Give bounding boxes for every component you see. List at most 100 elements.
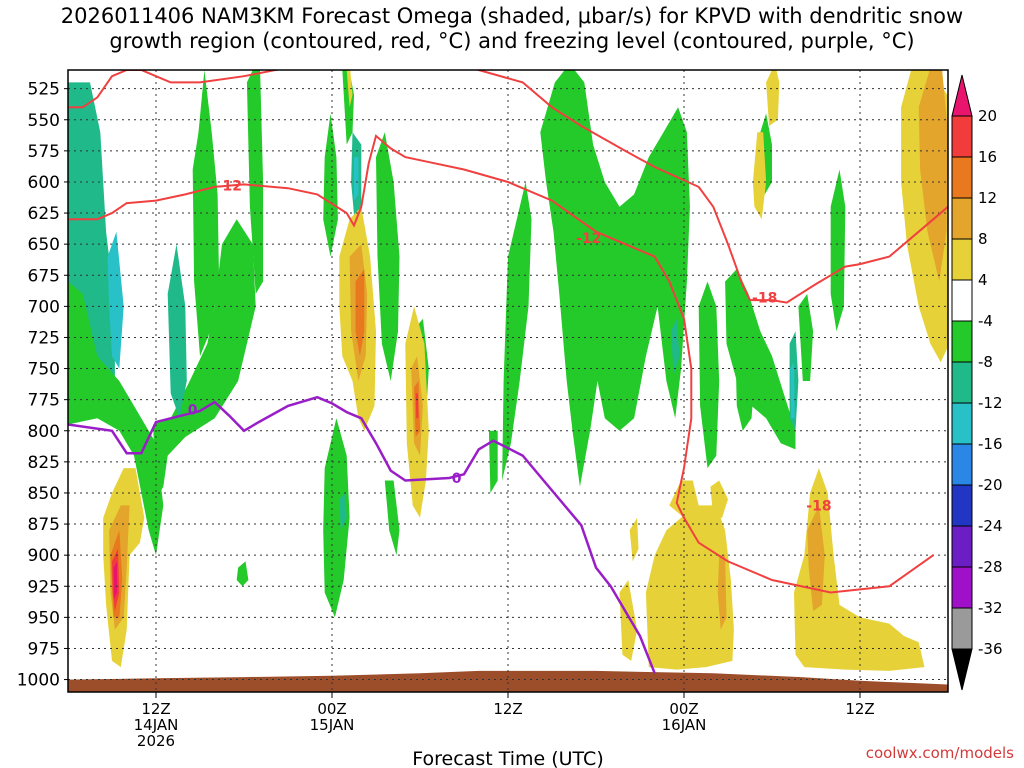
omega-region	[735, 331, 755, 431]
x-tick-label: 14JAN	[134, 716, 179, 734]
omega-region	[830, 169, 846, 332]
y-tick-label: 875	[28, 515, 60, 535]
colorbar-label: 8	[978, 230, 988, 248]
contour-label: -18	[752, 291, 777, 307]
credit-text[interactable]: coolwx.com/models	[865, 744, 1014, 762]
dgz-contour-line	[68, 134, 934, 594]
omega-region	[236, 561, 249, 587]
y-tick-label: 975	[28, 639, 60, 659]
colorbar-cell	[951, 525, 973, 568]
colorbar-label: 12	[978, 189, 997, 207]
colorbar-cell	[951, 361, 973, 404]
x-tick-label: 16JAN	[662, 716, 707, 734]
colorbar-cell	[951, 156, 973, 199]
colorbar-cell	[951, 197, 973, 240]
contour-label: 0	[188, 403, 198, 419]
y-tick-label: 800	[28, 422, 60, 442]
y-tick-label: 575	[28, 142, 60, 162]
contour-label: -12	[576, 231, 601, 247]
colorbar-label: 16	[978, 148, 997, 166]
chart-title: 2026011406 NAM3KM Forecast Omega (shaded…	[60, 4, 964, 53]
omega-region	[355, 269, 365, 357]
omega-region	[68, 281, 164, 556]
colorbar-label: -8	[978, 353, 993, 371]
colorbar-label: -36	[978, 640, 1003, 658]
y-tick-label: 625	[28, 204, 60, 224]
colorbar-label: -16	[978, 435, 1003, 453]
omega-region	[717, 555, 727, 630]
omega-region	[752, 132, 767, 220]
y-tick-label: 825	[28, 453, 60, 473]
omega-region	[629, 517, 639, 562]
colorbar-label: -32	[978, 599, 1003, 617]
colorbar-cell	[951, 115, 973, 158]
colorbar-cell	[951, 607, 973, 650]
y-tick-label: 550	[28, 111, 60, 131]
omega-region	[323, 418, 350, 618]
omega-region	[354, 157, 359, 201]
y-tick-label: 925	[28, 577, 60, 597]
omega-region	[670, 318, 680, 375]
omega-region	[540, 70, 690, 487]
omega-region	[113, 561, 118, 599]
omega-region	[323, 113, 338, 257]
colorbar-cell	[951, 238, 973, 281]
omega-region	[645, 505, 734, 670]
y-tick-label: 950	[28, 608, 60, 628]
y-tick-label: 600	[28, 173, 60, 193]
x-tick-label: 15JAN	[310, 716, 355, 734]
omega-region	[710, 480, 728, 518]
omega-region	[790, 362, 795, 419]
contour-label: 0	[452, 471, 462, 487]
colorbar-label: -20	[978, 476, 1003, 494]
x-tick-label: 00Z	[317, 700, 346, 718]
y-tick-label: 850	[28, 484, 60, 504]
colorbar-cell	[951, 566, 973, 609]
omega-region	[918, 70, 948, 282]
omega-region	[794, 468, 925, 671]
y-tick-label: 750	[28, 360, 60, 380]
terrain	[68, 670, 948, 692]
colorbar-label: -4	[978, 312, 993, 330]
colorbar-cell	[951, 402, 973, 445]
y-tick-label: 1000	[17, 671, 60, 691]
omega-region	[798, 293, 814, 381]
omega-region	[807, 505, 825, 612]
y-tick-label: 525	[28, 80, 60, 100]
y-tick-label: 725	[28, 328, 60, 348]
omega-region	[376, 132, 400, 381]
omega-region	[107, 231, 124, 369]
dgz-contour-line	[68, 70, 948, 304]
omega-region	[339, 493, 347, 531]
omega-region	[669, 480, 699, 518]
colorbar-cell	[951, 484, 973, 527]
y-tick-label: 650	[28, 235, 60, 255]
colorbar-label: 4	[978, 271, 988, 289]
colorbar-label: -12	[978, 394, 1003, 412]
x-axis-title: Forecast Time (UTC)	[412, 748, 603, 768]
omega-region	[384, 480, 400, 556]
contour-label: -18	[806, 498, 831, 514]
omega-region	[766, 70, 780, 126]
x-tick-label: 2026	[137, 732, 175, 750]
colorbar-label: 20	[978, 107, 997, 125]
freezing-level-line	[68, 395, 656, 674]
omega-region	[488, 430, 498, 493]
colorbar-label: -28	[978, 558, 1003, 576]
omega-region	[192, 70, 220, 357]
contour-label: -12	[217, 179, 242, 195]
colorbar-cell	[951, 648, 973, 691]
colorbar-cell	[951, 443, 973, 486]
x-tick-label: 12Z	[845, 700, 874, 718]
colorbar-cell	[951, 320, 973, 363]
omega-region	[725, 269, 796, 450]
y-tick-label: 700	[28, 297, 60, 317]
plot-area: -12 -12 -18 -18 0 0	[68, 70, 948, 692]
colorbar-cell	[951, 279, 973, 322]
y-tick-label: 675	[28, 266, 60, 286]
colorbar-cell	[951, 74, 973, 117]
omega-region	[153, 219, 256, 500]
omega-region	[346, 70, 353, 108]
x-tick-label: 00Z	[669, 700, 698, 718]
